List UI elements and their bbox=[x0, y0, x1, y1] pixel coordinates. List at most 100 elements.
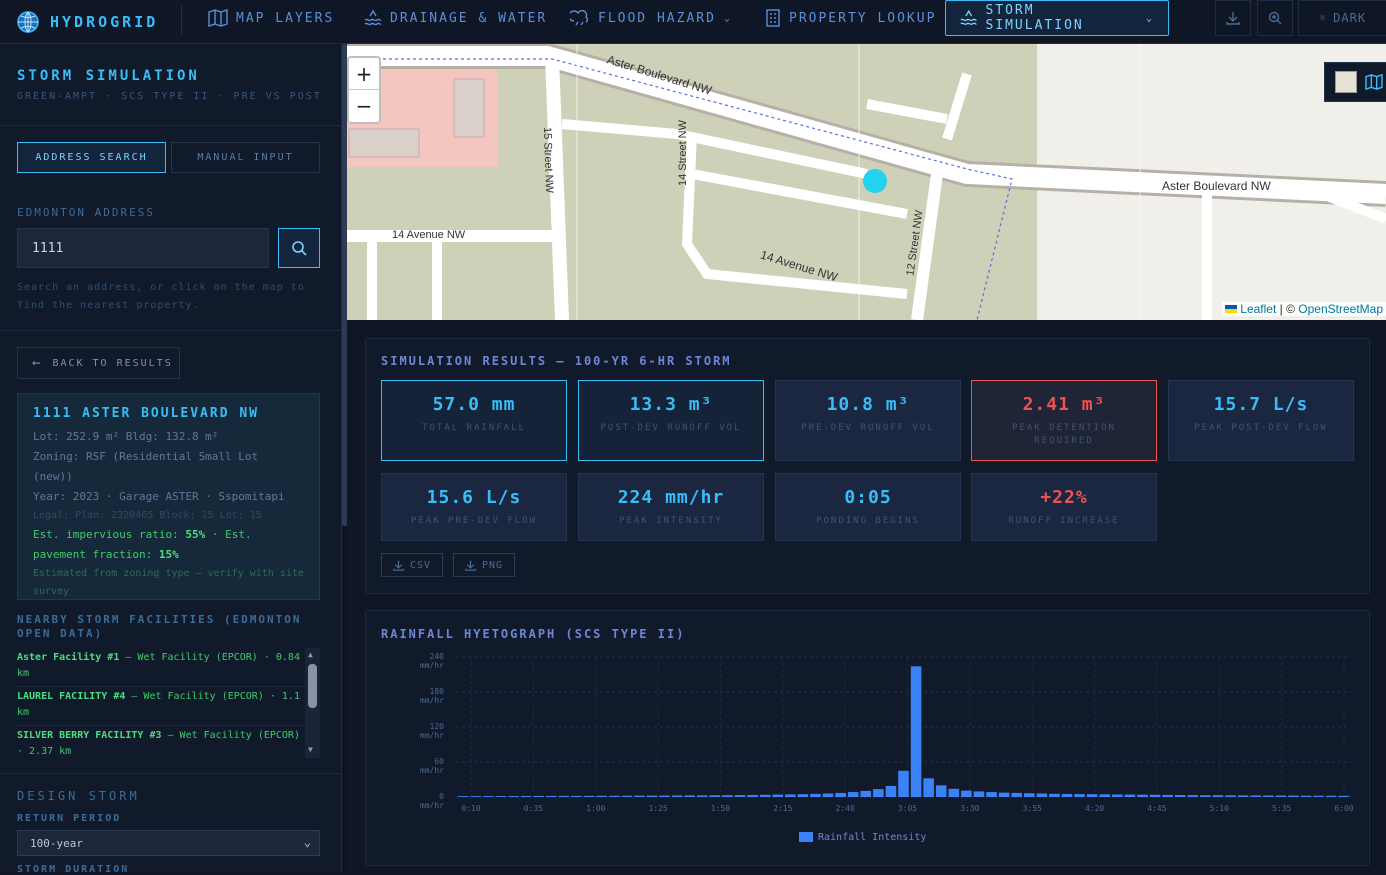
chart-bar bbox=[1124, 794, 1136, 797]
tab-manual-input[interactable]: MANUAL INPUT bbox=[171, 142, 320, 173]
search-button[interactable] bbox=[278, 228, 320, 268]
nav-map-layers[interactable]: MAP LAYERS bbox=[208, 0, 334, 36]
chart-bar bbox=[470, 796, 482, 797]
search-icon bbox=[292, 241, 307, 256]
chart-bar bbox=[646, 795, 658, 797]
street-label: 14 Avenue NW bbox=[392, 229, 466, 241]
brand-name: HYDROGRID bbox=[50, 13, 159, 31]
sidebar-scrollbar-thumb[interactable] bbox=[342, 44, 347, 526]
facilities-scrollbar[interactable]: ▲ ▼ bbox=[305, 648, 320, 758]
flag-icon bbox=[1224, 305, 1237, 313]
list-item[interactable]: SILVER BERRY FACILITY #3 — Wet Facility … bbox=[17, 726, 305, 758]
back-label: BACK TO RESULTS bbox=[52, 357, 173, 369]
facility-detail: — Wet Facility (EPCOR) · 2.37 km bbox=[17, 730, 300, 757]
facilities-list: Aster Facility #1 — Wet Facility (EPCOR)… bbox=[17, 648, 305, 758]
map-attribution: Leaflet | © OpenStreetMap bbox=[1221, 302, 1386, 316]
nav-drainage-water[interactable]: DRAINAGE & WATER bbox=[364, 0, 547, 36]
scroll-up-icon[interactable]: ▲ bbox=[308, 650, 313, 659]
impervious-label: Est. impervious ratio: bbox=[33, 528, 186, 541]
list-item[interactable]: Aster Facility #1 — Wet Facility (EPCOR)… bbox=[17, 648, 305, 687]
sun-icon: ☼ bbox=[1318, 11, 1328, 25]
chart-bar bbox=[659, 795, 670, 797]
chart-bar bbox=[608, 795, 620, 797]
x-tick-label: 4:20 bbox=[1085, 804, 1104, 813]
x-tick-label: 5:10 bbox=[1210, 804, 1229, 813]
export-png-button[interactable]: PNG bbox=[453, 553, 515, 577]
tab-address-search[interactable]: ADDRESS SEARCH bbox=[17, 142, 166, 173]
nav-flood-hazard[interactable]: FLOOD HAZARD ⌄ bbox=[570, 0, 732, 36]
attribution-separator: | © bbox=[1276, 302, 1299, 316]
nav-storm-simulation[interactable]: STORM SIMULATION ⌄ bbox=[945, 0, 1169, 36]
facility-name: SILVER BERRY FACILITY #3 bbox=[17, 730, 162, 741]
metric-peak-detention: 2.41 m³ PEAK DETENTION REQUIRED bbox=[971, 380, 1157, 461]
zoom-in-button[interactable]: + bbox=[349, 58, 379, 90]
metric-peak-pre-dev-flow: 15.6 L/s PEAK PRE-DEV FLOW bbox=[381, 473, 567, 541]
scrollbar-thumb[interactable] bbox=[308, 664, 317, 708]
export-csv-button[interactable]: CSV bbox=[381, 553, 443, 577]
list-item[interactable]: LAUREL FACILITY #4 — Wet Facility (EPCOR… bbox=[17, 687, 305, 726]
divider bbox=[181, 6, 182, 34]
property-impervious: Est. impervious ratio: 55% · Est. paveme… bbox=[33, 525, 304, 565]
chart-bar bbox=[847, 792, 859, 797]
chart-bar bbox=[1275, 795, 1287, 797]
back-to-results-button[interactable]: ← BACK TO RESULTS bbox=[17, 347, 180, 379]
nav-property-lookup[interactable]: PROPERTY LOOKUP bbox=[765, 0, 936, 36]
property-card: 1111 ASTER BOULEVARD NW Lot: 252.9 m² Bl… bbox=[17, 393, 320, 600]
hyetograph-title: RAINFALL HYETOGRAPH (SCS TYPE II) bbox=[381, 627, 686, 641]
metric-peak-intensity: 224 mm/hr PEAK INTENSITY bbox=[578, 473, 764, 541]
chart-bar bbox=[923, 778, 934, 797]
facility-name: Aster Facility #1 bbox=[17, 652, 120, 663]
return-period-select[interactable]: 100-year ⌄ bbox=[17, 830, 320, 856]
zoom-out-button[interactable]: − bbox=[355, 94, 373, 118]
metric-total-rainfall: 57.0 mm TOTAL RAINFALL bbox=[381, 380, 567, 461]
chart-bar bbox=[1300, 795, 1312, 797]
export-csv-label: CSV bbox=[409, 559, 432, 571]
metric-value: +22% bbox=[1040, 487, 1088, 508]
nav-label: DRAINAGE & WATER bbox=[390, 10, 548, 26]
legend-label: Rainfall Intensity bbox=[818, 832, 926, 843]
chart-bar bbox=[885, 785, 897, 797]
chart-bar bbox=[898, 770, 909, 797]
hyetograph-chart: 0mm/hr60mm/hr120mm/hr180mm/hr240mm/hr0:1… bbox=[420, 652, 1354, 843]
chart-bar bbox=[483, 796, 494, 797]
results-title: SIMULATION RESULTS — 100-YR 6-HR STORM bbox=[381, 354, 732, 368]
metric-value: 10.8 m³ bbox=[826, 394, 910, 415]
download-icon bbox=[1226, 12, 1240, 25]
basemap-thumbnail[interactable] bbox=[1335, 71, 1357, 93]
chart-bar bbox=[709, 795, 721, 797]
hyetograph-card bbox=[365, 610, 1370, 866]
theme-toggle-button[interactable]: ☼ DARK bbox=[1298, 0, 1386, 36]
chart-bar bbox=[1225, 795, 1236, 797]
chart-bar bbox=[671, 795, 683, 797]
nav-label: PROPERTY LOOKUP bbox=[789, 10, 937, 26]
chart-bar bbox=[835, 792, 846, 797]
scroll-down-icon[interactable]: ▼ bbox=[308, 745, 313, 754]
chart-bar bbox=[1061, 793, 1073, 797]
flood-icon bbox=[570, 9, 588, 26]
chart-bar bbox=[961, 790, 972, 797]
brand[interactable]: HYDROGRID bbox=[16, 5, 158, 39]
map-icon bbox=[208, 9, 228, 27]
address-input[interactable]: 1111 bbox=[17, 228, 269, 268]
osm-link[interactable]: OpenStreetMap bbox=[1298, 302, 1383, 316]
chart-bar bbox=[873, 789, 884, 797]
x-tick-label: 5:35 bbox=[1272, 804, 1291, 813]
leaflet-link[interactable]: Leaflet bbox=[1240, 302, 1277, 316]
download-button[interactable] bbox=[1215, 0, 1251, 36]
metric-value: 15.7 L/s bbox=[1213, 394, 1309, 415]
chart-bar bbox=[583, 795, 595, 797]
sidebar-title: STORM SIMULATION bbox=[17, 68, 200, 84]
layer-switcher[interactable] bbox=[1324, 62, 1386, 102]
chart-bar bbox=[722, 795, 733, 797]
facilities-heading: NEARBY STORM FACILITIES (EDMONTON OPEN D… bbox=[17, 613, 302, 640]
map-view[interactable]: Aster Boulevard NW Aster Boulevard NW 15… bbox=[347, 44, 1386, 320]
metric-label: POST-DEV RUNOFF VOL bbox=[600, 423, 742, 433]
chart-bar bbox=[822, 793, 834, 797]
chart-bar bbox=[797, 794, 809, 797]
zoom-search-button[interactable] bbox=[1257, 0, 1293, 36]
water-icon bbox=[960, 10, 977, 26]
map-icon[interactable] bbox=[1365, 74, 1383, 90]
top-bar: HYDROGRID MAP LAYERS DRAINAGE & WATER FL… bbox=[0, 0, 1386, 44]
chart-bar bbox=[1099, 794, 1111, 797]
chart-bar bbox=[935, 785, 947, 797]
